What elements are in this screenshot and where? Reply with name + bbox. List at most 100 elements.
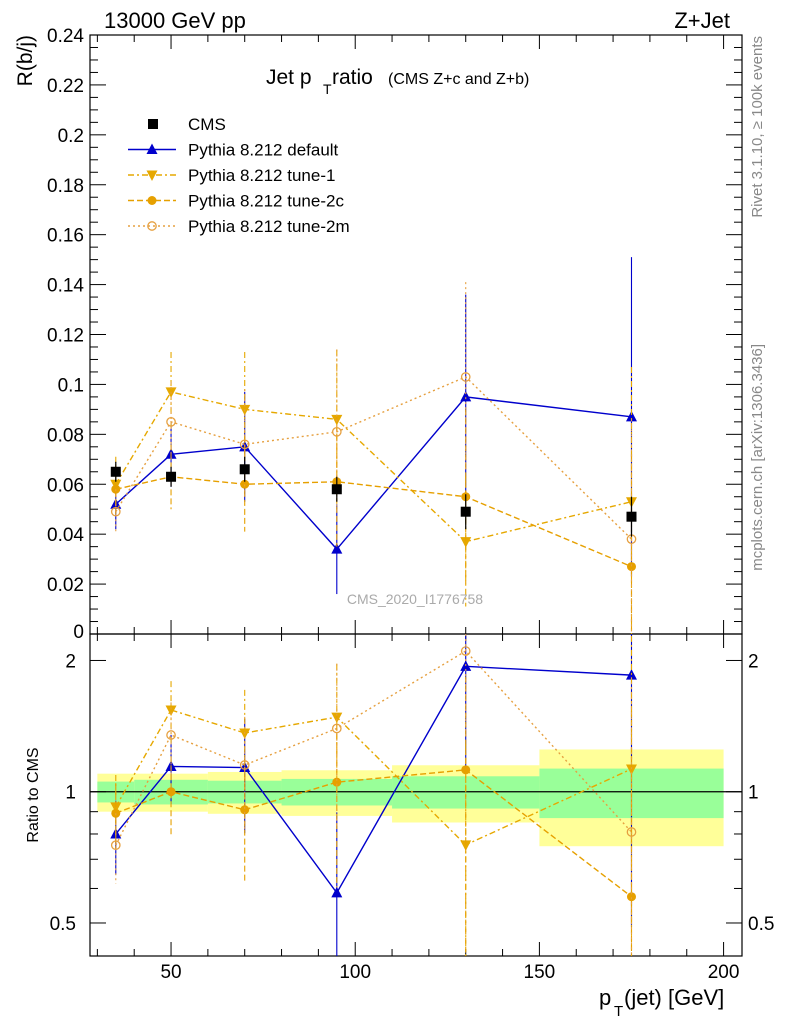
- series-4: [110, 282, 637, 956]
- data-point: [239, 439, 250, 450]
- cms-data-point: [110, 466, 121, 477]
- ratio-y-tick-label: 2: [65, 651, 76, 672]
- rivet-label: Rivet 3.1.10, ≥ 100k events: [749, 36, 766, 218]
- ratio-panel-frame: [89, 633, 743, 957]
- legend-item-3: Pythia 8.212 tune-2c: [128, 192, 344, 211]
- y-tick-label-zero: 0: [73, 622, 84, 643]
- series-line: [115, 391, 632, 543]
- legend-marker: [146, 170, 158, 181]
- ratio-point: [332, 777, 342, 787]
- x-label-rest: (jet) [GeV]: [624, 985, 724, 1010]
- ratio-point: [239, 760, 250, 770]
- y-axis-label: R(b/j): [14, 35, 37, 86]
- ratio-point: [626, 892, 636, 902]
- title-main: Jet p: [266, 66, 312, 89]
- series-layer: [110, 257, 637, 956]
- legend-label: Pythia 8.212 tune-2m: [188, 217, 350, 236]
- annotations: 13000 GeV pp Z+Jet Jet p T ratio (CMS Z+c an…: [14, 8, 766, 1020]
- legend-label: Pythia 8.212 tune-2c: [188, 192, 344, 211]
- x-tick-label: 200: [708, 962, 740, 983]
- ratio-point: [460, 646, 471, 656]
- y-tick-label: 0.24: [47, 26, 84, 47]
- y-tick-label: 0.22: [47, 76, 84, 97]
- series-line: [115, 376, 632, 540]
- cms-data-point: [239, 464, 250, 475]
- data-point: [331, 543, 343, 554]
- legend-marker: [147, 196, 157, 205]
- y-tick-label: 0.04: [47, 525, 84, 546]
- y-tick-label: 0.1: [58, 375, 84, 396]
- header-right: Z+Jet: [674, 8, 730, 33]
- y-tick-label: 0.08: [47, 425, 84, 446]
- legend-label: Pythia 8.212 tune-1: [188, 166, 335, 185]
- x-tick-label: 100: [339, 962, 371, 983]
- title-sub: T: [323, 81, 332, 97]
- y-tick-label: 0.18: [47, 176, 84, 197]
- legend-marker: [146, 143, 158, 154]
- series-2: [110, 349, 637, 956]
- ratio-point: [166, 730, 176, 740]
- y-tick-label: 0.2: [58, 126, 84, 147]
- cms-data-point: [626, 511, 637, 522]
- ratio-y-tick-label-right: 1: [748, 783, 759, 804]
- legend-marker: [147, 221, 157, 231]
- ratio-point: [331, 886, 343, 898]
- ratio-point: [331, 723, 342, 734]
- legend-label: Pythia 8.212 default: [188, 141, 339, 160]
- ratio-series-line: [115, 769, 632, 898]
- ratio-y-tick-label-right: 0.5: [748, 914, 774, 935]
- series-line: [115, 396, 632, 551]
- series-cms: [110, 456, 637, 537]
- legend: CMS Pythia 8.212 default Pythia 8.212 tune…: [128, 115, 350, 236]
- ratio-point: [110, 840, 121, 851]
- series-3: [111, 409, 636, 956]
- legend-label: CMS: [188, 115, 226, 134]
- data-point: [460, 390, 472, 402]
- cms-data-point: [331, 484, 342, 495]
- watermark: CMS_2020_I1776758: [347, 591, 483, 607]
- ratio-point: [110, 802, 122, 813]
- cms-data-point: [166, 471, 177, 482]
- y-tick-label: 0.16: [47, 226, 84, 247]
- title-small: (CMS Z+c and Z+b): [388, 71, 529, 88]
- ratio-y-tick-label: 1: [65, 783, 76, 804]
- ratio-point: [461, 765, 471, 775]
- data-point: [240, 479, 250, 489]
- ratio-point: [165, 705, 177, 716]
- data-point: [460, 372, 471, 382]
- ratio-point: [240, 805, 250, 815]
- title-rest: ratio: [332, 66, 373, 89]
- legend-item-1: Pythia 8.212 default: [128, 141, 339, 160]
- ratio-axis-label: Ratio to CMS: [25, 747, 42, 842]
- legend-marker: [148, 119, 158, 129]
- x-label-sub: T: [614, 1003, 623, 1020]
- legend-item-4: Pythia 8.212 tune-2m: [128, 217, 350, 236]
- axes: 50 100 150 200 0.02 0.04 0.06 0.08 0.1 0.12 0.14 0.…: [47, 26, 774, 983]
- legend-item-cms: CMS: [148, 115, 226, 134]
- ratio-point: [166, 787, 176, 797]
- x-tick-label: 150: [524, 962, 556, 983]
- data-point: [166, 417, 176, 427]
- ratio-y-tick-label: 0.5: [50, 914, 76, 935]
- y-tick-label: 0.12: [47, 326, 84, 347]
- mcplots-label: mcplots.cern.ch [arXiv:1306.3436]: [749, 344, 766, 571]
- header-left: 13000 GeV pp: [104, 8, 246, 33]
- y-tick-label: 0.14: [47, 276, 84, 297]
- ratio-point: [626, 827, 637, 837]
- data-point: [626, 562, 636, 572]
- uncertainty-bands: [90, 749, 742, 847]
- ratio-series-line: [115, 709, 632, 846]
- x-label-main: p: [599, 985, 611, 1010]
- ratio-point: [460, 840, 472, 851]
- ratio-series-line: [115, 665, 632, 895]
- y-tick-label: 0.02: [47, 575, 84, 596]
- data-point: [625, 410, 637, 422]
- series-line: [115, 476, 632, 568]
- chart-title: Jet p T ratio (CMS Z+c and Z+b): [266, 66, 529, 97]
- y-tick-label: 0.06: [47, 475, 84, 496]
- data-point: [331, 426, 342, 437]
- legend-item-2: Pythia 8.212 tune-1: [128, 166, 335, 185]
- x-axis-label: pT (jet) [GeV]: [599, 985, 724, 1020]
- cms-data-point: [460, 506, 471, 517]
